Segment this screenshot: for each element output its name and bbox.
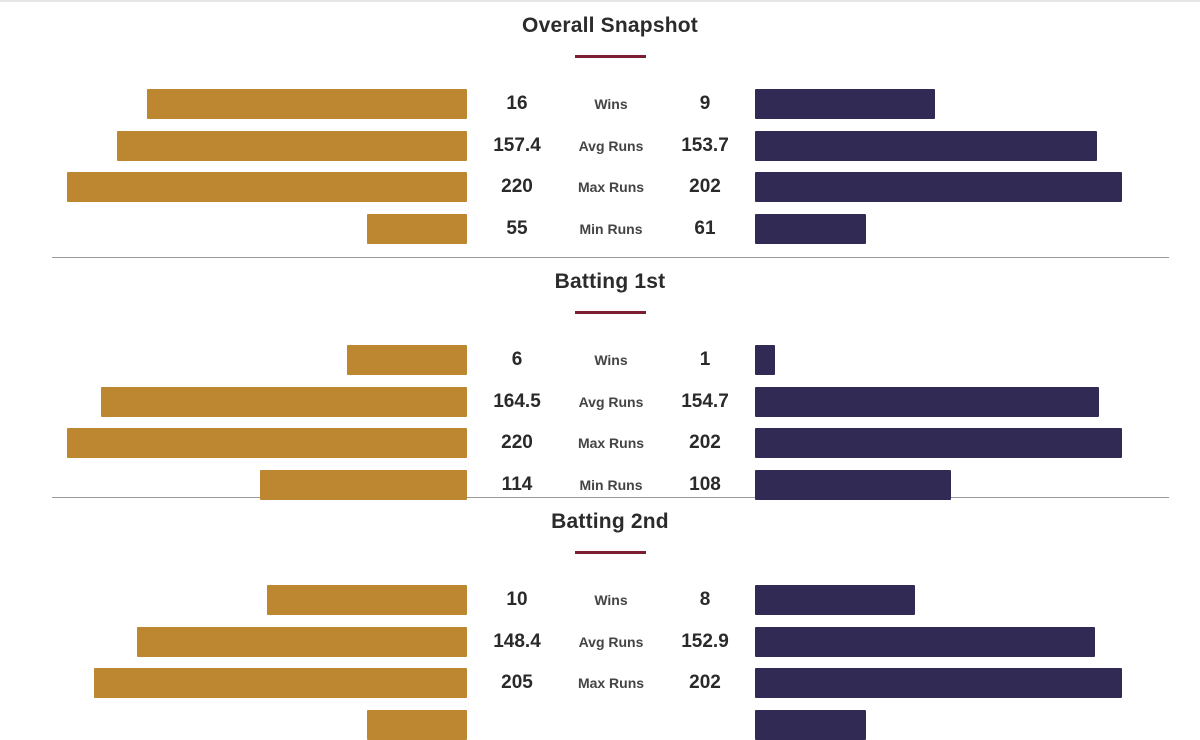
top-border [0,0,1200,2]
value-label-left: 148.4 [493,630,541,652]
title-underline [575,55,646,58]
bar-left-avg-runs [101,386,467,417]
section-title: Batting 1st [554,270,666,293]
metric-label: Wins [594,592,628,608]
value-label-right: 9 [699,93,711,114]
bar-left-max-runs [94,668,467,699]
section-divider [52,257,1169,258]
value-label-right: 154.7 [681,390,729,412]
metric-label: Min Runs [579,221,643,238]
metric-label: Max Runs [577,179,645,196]
bar-left-avg-runs [137,626,467,657]
value-label-right: 61 [694,218,716,240]
value-label-right: 8 [699,589,711,610]
bar-left-wins [347,345,467,375]
bar-right-wins [755,585,915,615]
bar-right-wins [755,89,935,119]
bar-right-avg-runs [755,130,1097,161]
value-label-left: 220 [501,432,533,454]
metric-label: Max Runs [577,675,645,692]
value-label-right: 1 [699,349,711,370]
bar-right-max-runs [755,172,1123,203]
bar-left-wins [267,585,467,615]
value-label-left: 6 [511,349,523,370]
metric-label: Wins [594,96,628,112]
bar-left-avg-runs [117,130,467,161]
metric-label: Avg Runs [578,393,644,410]
metric-label: Min Runs [579,477,643,494]
metric-label: Max Runs [577,435,645,452]
value-label-right: 153.7 [681,134,729,156]
bar-right-min-runs [755,214,866,245]
section-title: Batting 2nd [551,510,669,533]
title-underline [575,311,646,314]
bar-right-wins [755,345,775,375]
metric-label: Avg Runs [578,137,644,154]
bar-right-avg-runs [755,626,1095,657]
metric-label: Wins [594,352,628,368]
bar-left-min-runs [367,710,467,740]
bar-right-avg-runs [755,386,1099,417]
section-title: Overall Snapshot [522,14,698,37]
bar-right-max-runs [755,428,1123,459]
value-label-left: 16 [506,93,528,114]
value-label-right: 202 [689,176,721,198]
value-label-left: 55 [506,218,528,240]
value-label-left: 164.5 [493,390,541,412]
value-label-right: 108 [689,474,721,496]
bar-left-max-runs [67,428,467,459]
value-label-right: 202 [689,432,721,454]
bar-right-max-runs [755,668,1123,699]
value-label-left: 220 [501,176,533,198]
bar-left-wins [147,89,467,119]
value-label-right: 202 [689,672,721,694]
section-divider [52,497,1169,498]
metric-label: Avg Runs [578,633,644,650]
title-underline [575,551,646,554]
value-label-left: 114 [501,474,533,496]
bar-left-min-runs [259,470,467,501]
value-label-right: 152.9 [681,630,729,652]
value-label-left: 10 [506,589,528,610]
bar-left-min-runs [367,214,467,245]
value-label-left: 157.4 [493,134,541,156]
bar-left-max-runs [67,172,467,203]
value-label-left: 205 [501,672,533,694]
bar-right-min-runs [755,470,952,501]
bar-right-min-runs [755,710,866,740]
